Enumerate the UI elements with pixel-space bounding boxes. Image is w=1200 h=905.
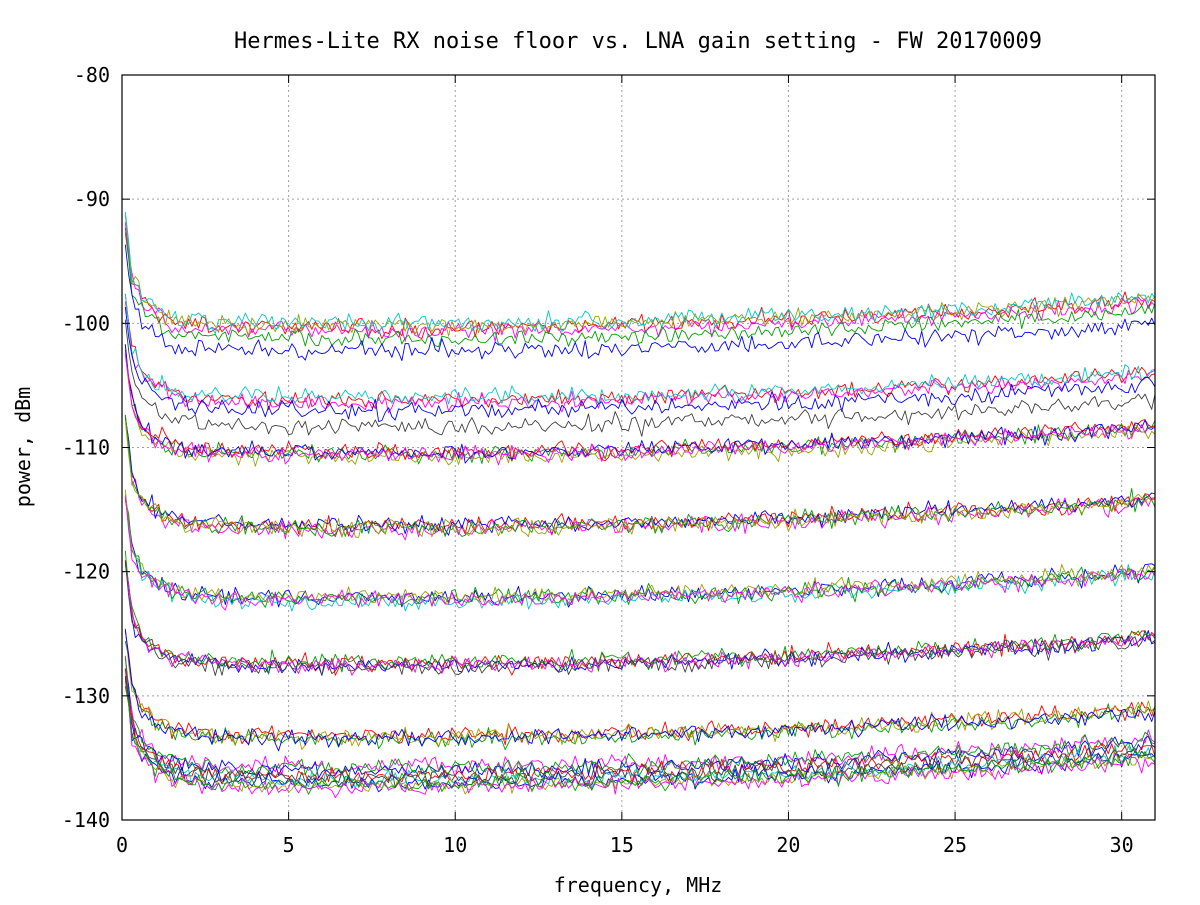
series-line-26: [124, 496, 1156, 611]
series-line-10: [124, 306, 1156, 422]
y-tick-label: -100: [62, 311, 110, 335]
series-line-2: [124, 222, 1156, 343]
x-tick-label: 0: [116, 833, 128, 857]
series-line-3: [124, 215, 1156, 337]
series-line-43: [124, 681, 1156, 799]
series-line-39: [124, 669, 1156, 784]
series-line-4: [124, 211, 1156, 335]
series-line-44: [124, 675, 1156, 788]
y-tick-label: -120: [62, 560, 110, 584]
series-line-8: [124, 301, 1156, 414]
series-line-20: [124, 414, 1156, 537]
series-line-32: [124, 631, 1156, 746]
series-line-15: [124, 344, 1156, 464]
y-tick-label: -90: [74, 187, 110, 211]
series-line-29: [124, 550, 1156, 675]
chart-title: Hermes-Lite RX noise floor vs. LNA gain …: [234, 29, 1042, 54]
series-line-11: [124, 319, 1156, 437]
y-tick-label: -140: [62, 808, 110, 832]
series-line-31: [124, 561, 1156, 676]
grid: [122, 75, 1155, 820]
series-line-16: [124, 353, 1156, 466]
x-axis-label: frequency, MHz: [554, 873, 723, 897]
series-line-21: [124, 419, 1156, 538]
series-line-36: [124, 655, 1156, 778]
x-tick-label: 20: [776, 833, 800, 857]
series-line-35: [124, 629, 1156, 752]
x-tick-label: 5: [283, 833, 295, 857]
series-line-6: [124, 244, 1156, 362]
series-line-34: [124, 628, 1156, 751]
y-axis-label: power, dBm: [11, 387, 35, 507]
series-line-30: [124, 564, 1156, 676]
x-tick-label: 10: [443, 833, 467, 857]
x-tick-label: 25: [943, 833, 967, 857]
series-line-45: [124, 685, 1156, 795]
y-tick-label: -130: [62, 684, 110, 708]
y-tick-label: -110: [62, 436, 110, 460]
y-tick-label: -80: [74, 63, 110, 87]
series-line-38: [124, 656, 1156, 780]
series-line-5: [124, 232, 1156, 348]
axis-ticks: 0 5 10 15 20 25 30 -140 -130 -120 -110 -100 -90 -80: [62, 63, 1155, 857]
series-line-9: [124, 293, 1156, 405]
series-group: [124, 211, 1156, 799]
x-tick-label: 15: [610, 833, 634, 857]
x-tick-label: 30: [1110, 833, 1134, 857]
series-line-7: [124, 293, 1156, 411]
series-line-22: [124, 499, 1156, 608]
